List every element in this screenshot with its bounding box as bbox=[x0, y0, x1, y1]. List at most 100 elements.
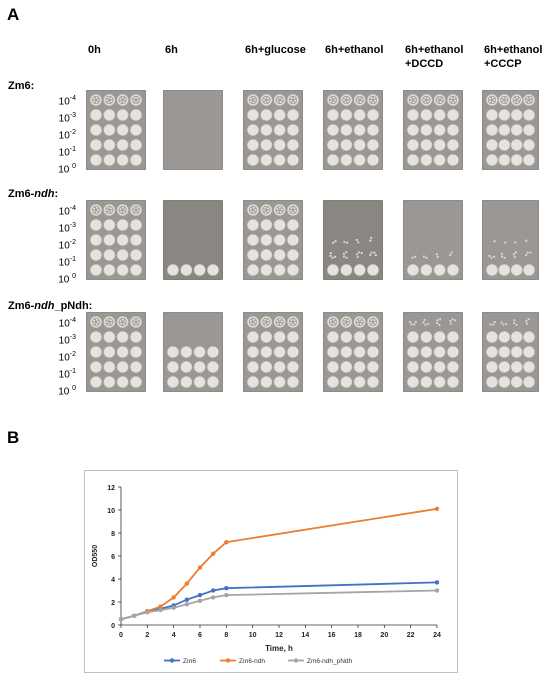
colony-spot bbox=[486, 361, 498, 373]
colony-dot bbox=[292, 211, 294, 214]
colony-spot bbox=[420, 124, 433, 136]
colony-spot bbox=[90, 124, 102, 136]
colony-spot bbox=[130, 124, 142, 136]
colony-spot bbox=[90, 109, 102, 121]
colony-spot bbox=[260, 361, 273, 373]
colony-dot bbox=[107, 211, 110, 214]
x-axis-title: Time, h bbox=[265, 644, 293, 653]
column-header: 6h+ethanol +DCCD bbox=[405, 43, 463, 71]
colony-dot bbox=[343, 99, 345, 102]
colony-spot bbox=[523, 346, 535, 358]
colony-dot bbox=[250, 210, 252, 213]
colony-spot bbox=[193, 346, 206, 358]
colony-dot bbox=[513, 98, 516, 100]
colony-spot bbox=[367, 124, 379, 136]
colony-dot bbox=[530, 99, 533, 102]
colony-dot bbox=[267, 97, 270, 100]
strain-label-suffix: : bbox=[30, 80, 35, 92]
colony-spot bbox=[247, 154, 259, 166]
colony-dot bbox=[263, 209, 265, 212]
dilution-base: 10 bbox=[58, 335, 70, 347]
strain-label: Zm6-ndh: bbox=[8, 188, 58, 200]
data-point bbox=[224, 592, 229, 598]
colony-dot bbox=[424, 101, 427, 104]
colony-dot bbox=[277, 100, 279, 103]
strain-label-prefix: Zm6- bbox=[8, 188, 35, 200]
dilution-base: 10 bbox=[58, 352, 70, 364]
dilution-base: 10 bbox=[58, 223, 70, 235]
dilution-exponent: -1 bbox=[69, 368, 76, 376]
colony-dot bbox=[93, 207, 95, 210]
colony-spot bbox=[260, 154, 273, 166]
colony-spot bbox=[260, 264, 273, 276]
colony-dot bbox=[525, 99, 528, 102]
data-point bbox=[434, 506, 440, 512]
colony-spot bbox=[130, 264, 142, 276]
colony-spot bbox=[447, 124, 459, 136]
colony-dot bbox=[277, 210, 279, 213]
plate-background bbox=[403, 312, 463, 392]
plate-background bbox=[86, 200, 146, 280]
colony-spot bbox=[116, 154, 129, 166]
colony-spot bbox=[103, 264, 116, 276]
dilution-exponent: -4 bbox=[69, 317, 76, 324]
dilution-base: 10 bbox=[58, 164, 73, 176]
colony-dot bbox=[110, 210, 113, 213]
colony-dot bbox=[357, 100, 359, 103]
column-header-line: 6h+glucose bbox=[245, 44, 306, 56]
colony-spot bbox=[447, 346, 459, 358]
colony-dot bbox=[501, 99, 503, 102]
colony-spot bbox=[486, 331, 498, 343]
dilution-base: 10 bbox=[58, 206, 70, 218]
colony-dot bbox=[293, 207, 296, 209]
colony-dot bbox=[357, 251, 361, 254]
agar-plate-image bbox=[482, 312, 539, 392]
colony-spot bbox=[510, 376, 523, 388]
plate-background bbox=[163, 200, 223, 280]
colony-dot bbox=[330, 322, 332, 325]
colony-dot bbox=[332, 101, 335, 104]
dilution-exponent: -2 bbox=[69, 351, 76, 359]
colony-spot bbox=[247, 264, 259, 276]
column-header-line: 0h bbox=[88, 44, 101, 56]
colony-spot bbox=[260, 139, 273, 151]
colony-spot bbox=[287, 264, 299, 276]
colony-dot bbox=[136, 319, 139, 321]
colony-dot bbox=[346, 241, 349, 244]
colony-spot bbox=[510, 139, 523, 151]
colony-spot bbox=[180, 346, 193, 358]
x-tick-label: 8 bbox=[224, 632, 228, 639]
colony-dot bbox=[344, 318, 347, 321]
colony-spot bbox=[260, 376, 273, 388]
colony-dot bbox=[107, 323, 110, 326]
colony-spot bbox=[130, 346, 142, 358]
series-line bbox=[120, 589, 438, 621]
colony-spot bbox=[260, 331, 273, 343]
colony-dot bbox=[526, 97, 529, 99]
colony-spot bbox=[287, 234, 299, 246]
agar-plate-image bbox=[86, 90, 146, 170]
data-point bbox=[158, 607, 163, 613]
colony-spot bbox=[180, 376, 193, 388]
data-point bbox=[210, 595, 216, 600]
colony-spot bbox=[447, 154, 459, 166]
colony-spot bbox=[523, 139, 535, 151]
y-axis-title: OD550 bbox=[92, 545, 99, 567]
dilution-label: 10-1 bbox=[46, 365, 76, 382]
colony-spot bbox=[103, 109, 116, 121]
column-header: 6h+ethanol +CCCP bbox=[484, 43, 542, 71]
colony-dot bbox=[95, 101, 98, 104]
colony-spot bbox=[247, 249, 259, 261]
colony-spot bbox=[340, 154, 353, 166]
colony-spot bbox=[367, 139, 379, 151]
colony-dot bbox=[369, 99, 372, 102]
y-tick-label: 2 bbox=[111, 600, 115, 607]
colony-spot bbox=[433, 109, 446, 121]
colony-dot bbox=[355, 238, 358, 242]
agar-plate bbox=[163, 200, 223, 280]
colony-spot bbox=[340, 331, 353, 343]
colony-dot bbox=[119, 98, 122, 100]
agar-plate bbox=[86, 312, 146, 392]
colony-dot bbox=[436, 255, 439, 259]
